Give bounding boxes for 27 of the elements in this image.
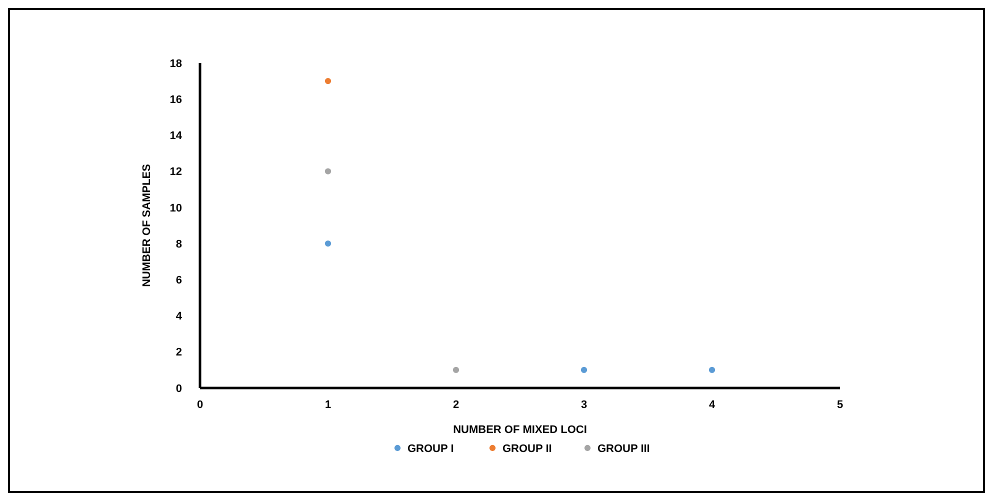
y-tick-label: 10 (170, 202, 182, 214)
y-tick-label: 8 (176, 238, 182, 250)
x-tick-label: 5 (836, 399, 844, 411)
y-tick-label: 14 (170, 130, 183, 142)
legend-label: GROUP I (408, 442, 454, 455)
point (324, 168, 332, 174)
x-tick-label: 3 (580, 399, 588, 411)
y-tick-label: 2 (176, 346, 182, 359)
x-tick-label: 1 (324, 399, 332, 411)
y-tick-label: 16 (170, 94, 182, 106)
point (324, 78, 332, 84)
point (452, 366, 460, 374)
y-tick-label: 4 (176, 310, 183, 323)
x-tick-label: 4 (708, 399, 716, 411)
point (580, 366, 588, 374)
y-axis-title: NUMBER OF SAMPLES (141, 164, 153, 287)
legend-label: GROUP II (502, 442, 552, 455)
x-tick-label: 2 (452, 399, 460, 411)
y-tick-label: 0 (176, 382, 182, 395)
legend-label: GROUP III (598, 442, 650, 455)
y-tick-label: 18 (170, 58, 182, 70)
point (708, 366, 716, 374)
x-tick-label: 0 (196, 399, 204, 411)
point (324, 240, 332, 247)
y-tick-label: 12 (170, 166, 182, 178)
x-axis-title: NUMBER OF MIXED LOCI (453, 424, 587, 436)
y-tick-label: 6 (176, 274, 182, 287)
